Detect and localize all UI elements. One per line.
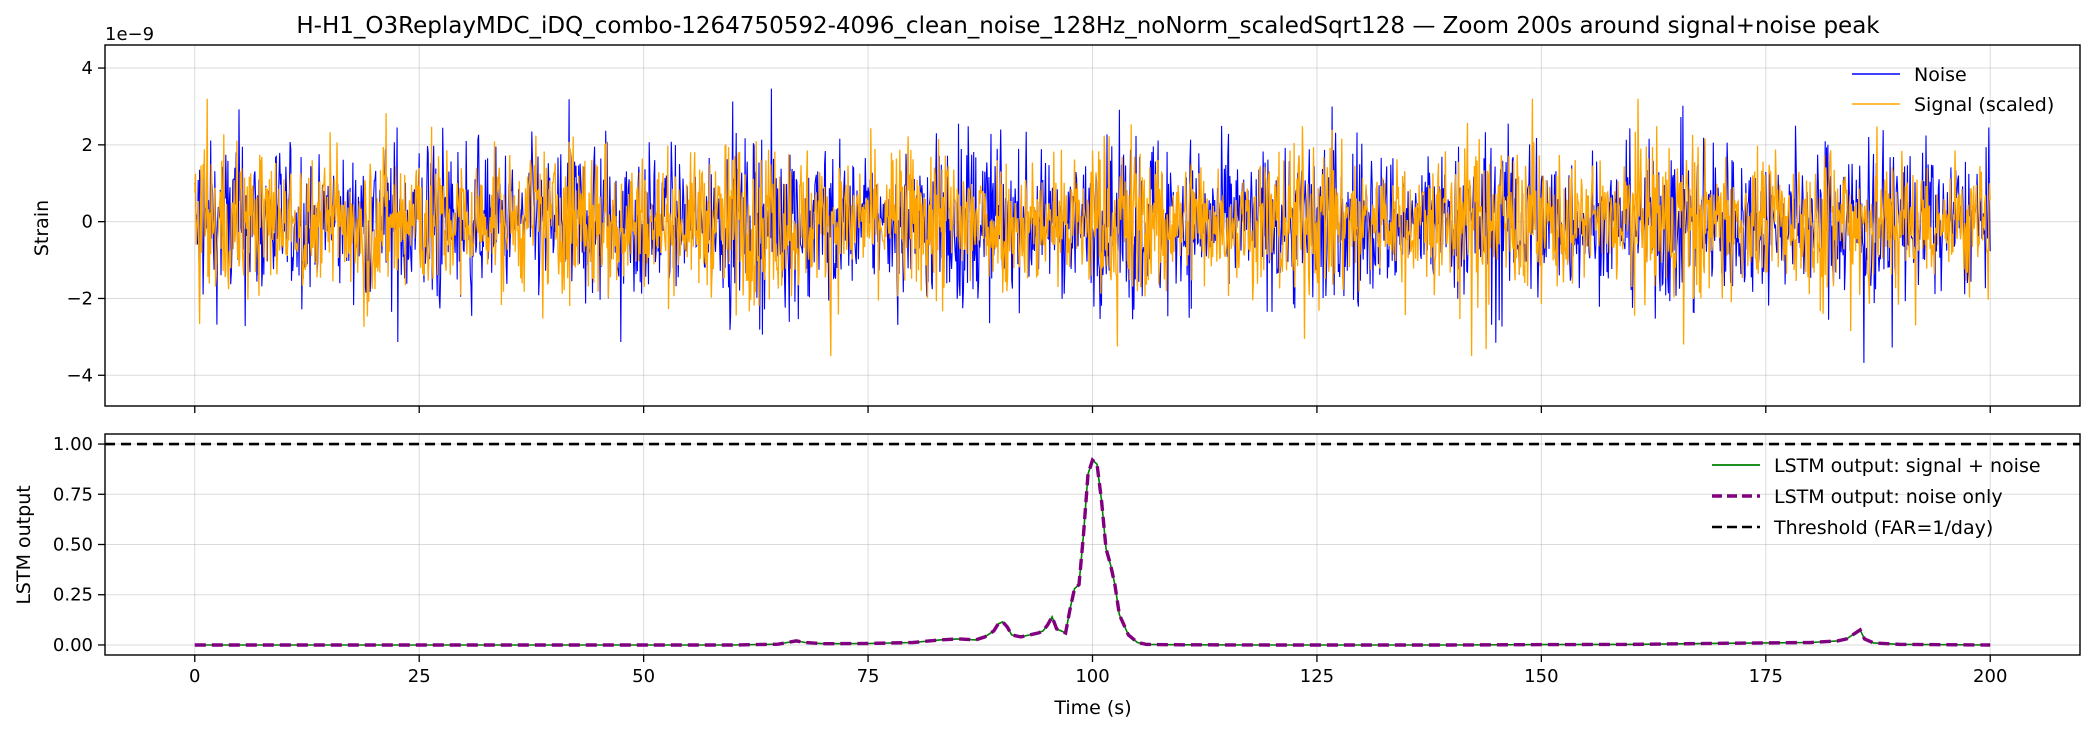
legend-label: Threshold (FAR=1/day) xyxy=(1773,517,1993,539)
lstm-ticks: 0 25 50 75 100 125 150 175 200 0.00 0.25 0.50 0.75 1.… xyxy=(53,434,2007,687)
lstm-x-axis-label: Time (s) xyxy=(1053,697,1131,719)
strain-panel: −4 −2 0 2 4 1e−9 Strain Noise Signal (scaled) xyxy=(31,24,2081,413)
x-tick-label: 75 xyxy=(857,666,880,687)
x-tick-label: 200 xyxy=(1973,666,2007,687)
lstm-legend: LSTM output: signal + noise LSTM output: … xyxy=(1712,455,2041,539)
y-tick-label: 2 xyxy=(82,135,93,156)
legend-label: Noise xyxy=(1914,64,1967,86)
series-line-signal-scaled xyxy=(194,98,1991,357)
y-tick-label: 0.25 xyxy=(53,585,93,606)
y-tick-label: −4 xyxy=(66,365,93,386)
strain-legend: Noise Signal (scaled) xyxy=(1852,64,2054,116)
y-tick-label: 0.75 xyxy=(53,484,93,505)
lstm-panel: 0 25 50 75 100 125 150 175 200 0.00 0.25 0.50 0.75 1.… xyxy=(13,433,2081,719)
lstm-series xyxy=(105,442,2080,647)
y-tick-label: 0.00 xyxy=(53,635,93,656)
y-tick-label: −2 xyxy=(66,288,93,309)
x-tick-label: 150 xyxy=(1524,666,1558,687)
strain-scale-label: 1e−9 xyxy=(105,24,154,45)
y-tick-label: 1.00 xyxy=(53,434,93,455)
x-tick-label: 50 xyxy=(632,666,655,687)
legend-label: LSTM output: signal + noise xyxy=(1774,455,2041,477)
strain-y-axis-label: Strain xyxy=(31,200,53,256)
x-tick-label: 125 xyxy=(1300,666,1334,687)
series-line-noise-only xyxy=(194,457,1991,647)
legend-label: Signal (scaled) xyxy=(1914,94,2054,116)
y-tick-label: 0.50 xyxy=(53,535,93,556)
x-tick-label: 0 xyxy=(189,666,200,687)
lstm-y-axis-label: LSTM output xyxy=(13,485,35,604)
x-tick-label: 175 xyxy=(1749,666,1783,687)
x-tick-label: 100 xyxy=(1075,666,1109,687)
strain-series xyxy=(194,88,1991,363)
y-tick-label: 4 xyxy=(82,58,93,79)
legend-label: LSTM output: noise only xyxy=(1774,486,2003,508)
strain-ticks: −4 −2 0 2 4 xyxy=(66,58,1991,413)
y-tick-label: 0 xyxy=(82,212,93,233)
x-tick-label: 25 xyxy=(408,666,431,687)
chart-title: H-H1_O3ReplayMDC_iDQ_combo-1264750592-40… xyxy=(296,13,1880,39)
